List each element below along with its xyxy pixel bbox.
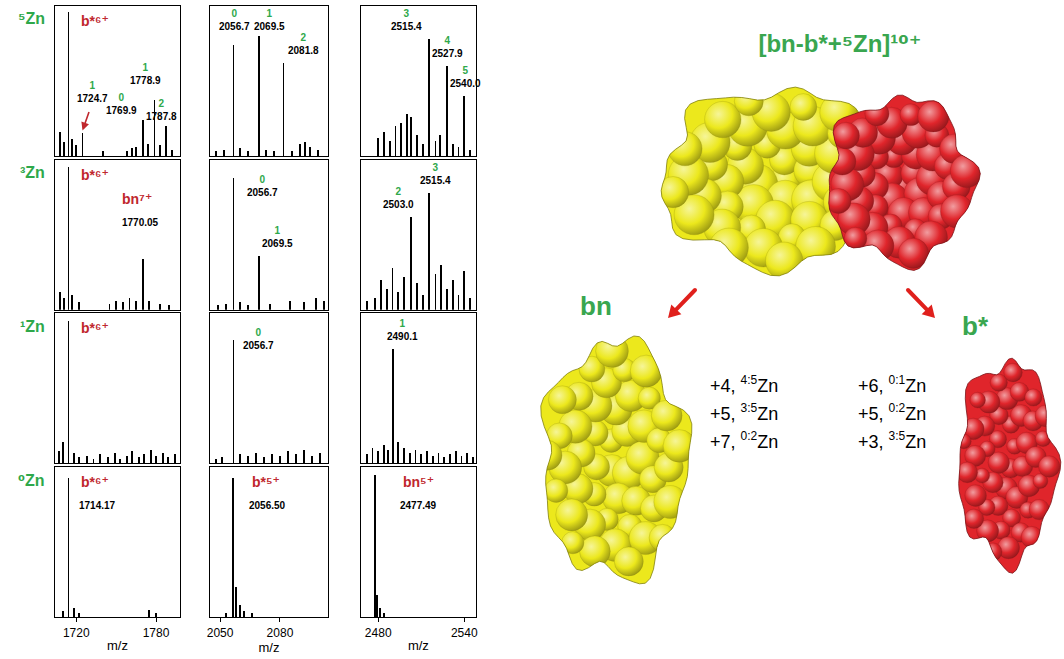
svg-text:1714.17: 1714.17 — [79, 500, 116, 511]
svg-text:bn: bn — [580, 291, 612, 321]
svg-text:b*: b* — [962, 311, 989, 341]
svg-text:12069.5: 12069.5 — [254, 8, 285, 32]
svg-text:2480: 2480 — [365, 626, 392, 640]
svg-text:1720: 1720 — [63, 626, 90, 640]
svg-text:2540: 2540 — [451, 626, 478, 640]
svg-text:42527.9: 42527.9 — [432, 35, 463, 59]
svg-text:+3, 3:5Zn: +3, 3:5Zn — [858, 429, 926, 452]
svg-text:b*⁵⁺: b*⁵⁺ — [252, 474, 280, 490]
svg-text:22081.8: 22081.8 — [288, 32, 319, 56]
svg-text:b*⁶⁺: b*⁶⁺ — [81, 320, 109, 336]
svg-text:12069.5: 12069.5 — [262, 225, 293, 249]
svg-text:+6, 0:1Zn: +6, 0:1Zn — [858, 373, 926, 396]
svg-text:22503.0: 22503.0 — [383, 186, 414, 210]
svg-text:b*⁶⁺: b*⁶⁺ — [81, 167, 109, 183]
svg-text:2056.50: 2056.50 — [249, 500, 286, 511]
svg-text:b*⁶⁺: b*⁶⁺ — [81, 13, 109, 29]
svg-text:1770.05: 1770.05 — [122, 217, 159, 228]
svg-text:2080: 2080 — [267, 626, 294, 640]
svg-text:³Zn: ³Zn — [20, 164, 45, 181]
svg-text:11778.9: 11778.9 — [130, 62, 161, 86]
svg-text:m/z: m/z — [408, 638, 429, 653]
svg-text:11724.7: 11724.7 — [77, 80, 108, 104]
svg-text:01769.9: 01769.9 — [106, 92, 137, 116]
svg-text:[bn-b*+⁵Zn]¹⁰⁺: [bn-b*+⁵Zn]¹⁰⁺ — [758, 30, 921, 57]
svg-text:⁰Zn: ⁰Zn — [18, 472, 45, 489]
svg-text:bn⁵⁺: bn⁵⁺ — [403, 474, 434, 490]
svg-text:52540.0: 52540.0 — [450, 65, 481, 89]
svg-text:21787.8: 21787.8 — [146, 98, 177, 122]
svg-text:¹Zn: ¹Zn — [20, 318, 45, 335]
svg-text:02056.7: 02056.7 — [243, 327, 274, 351]
svg-text:32515.4: 32515.4 — [420, 162, 451, 186]
svg-text:02056.7: 02056.7 — [247, 174, 278, 198]
svg-text:b*⁶⁺: b*⁶⁺ — [81, 474, 109, 490]
svg-text:+7, 0:2Zn: +7, 0:2Zn — [710, 429, 778, 452]
svg-text:bn⁷⁺: bn⁷⁺ — [122, 191, 152, 207]
svg-text:m/z: m/z — [107, 638, 128, 653]
svg-text:2477.49: 2477.49 — [400, 500, 437, 511]
svg-text:12490.1: 12490.1 — [387, 318, 418, 342]
svg-text:02056.7: 02056.7 — [219, 8, 250, 32]
svg-text:+4, 4:5Zn: +4, 4:5Zn — [710, 373, 778, 396]
svg-text:+5, 3:5Zn: +5, 3:5Zn — [710, 401, 778, 424]
svg-text:+5, 0:2Zn: +5, 0:2Zn — [858, 401, 926, 424]
svg-text:32515.4: 32515.4 — [391, 8, 422, 32]
svg-text:2050: 2050 — [207, 626, 234, 640]
svg-text:m/z: m/z — [259, 640, 280, 655]
svg-text:1780: 1780 — [143, 626, 170, 640]
svg-text:⁵Zn: ⁵Zn — [18, 10, 45, 27]
